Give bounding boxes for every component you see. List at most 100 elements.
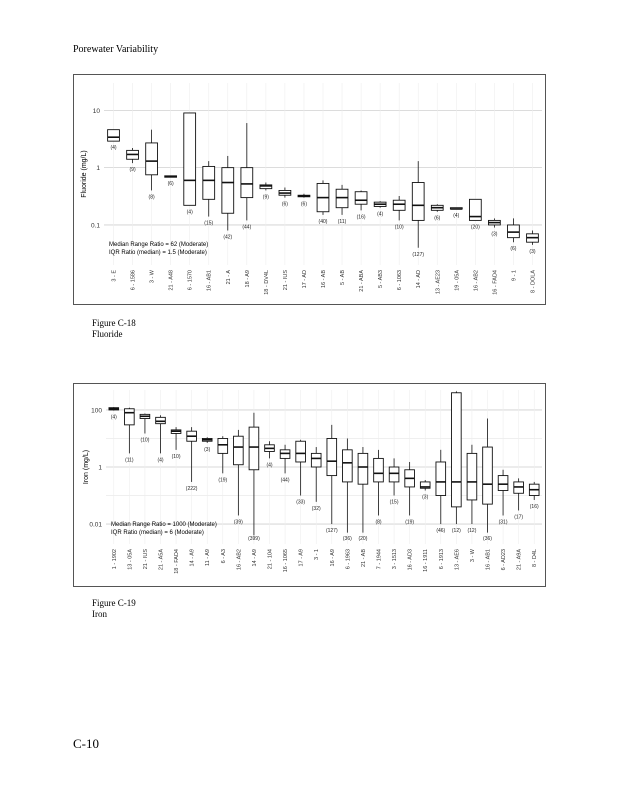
x-tick-label: 11 - A9 [205,549,211,566]
y-tick-label: 10 [93,108,101,115]
box-iqr [388,466,400,483]
box-iqr [482,446,493,505]
sample-count-label: (33) [296,500,305,506]
x-tick-label: 21 - AB [361,549,367,567]
sample-count-label: (8) [375,519,381,525]
sample-count-label: (6) [168,181,174,187]
sample-count-label: (6) [301,202,307,208]
sample-count-label: (16) [530,504,539,510]
x-tick-label: 21 - IUS [283,270,289,291]
y-tick-label: 0.1 [91,222,100,229]
x-tick-label: 3 - 1513 [392,549,398,569]
x-tick-label: 13 - 05A [127,549,133,570]
y-tick-label: 1 [96,165,100,172]
box-15 [326,424,338,525]
box-15 [373,201,387,208]
x-tick-label: 16 - AD3 [408,549,414,570]
box-iqr [183,112,197,206]
sample-count-label: (3) [491,232,497,238]
y-tick-label: 0.01 [89,522,102,529]
sample-count-label: (32) [312,506,321,512]
x-tick-label: 6 - A3 [221,549,227,563]
sample-count-label: (222) [186,486,198,492]
x-tick-label: 21 - IUS [143,549,149,570]
x-tick-label: 8 - DOLA [530,270,536,293]
iqr-ratio-note: IQR Ratio (median) = 1.5 (Moderate) [109,250,207,256]
box-iqr [497,475,509,491]
figure-label: Figure C-18 [92,318,136,328]
x-tick-label: 14 - A9 [190,549,196,566]
x-tick-label: 16 - AB1 [486,549,492,570]
box-20 [404,461,415,516]
x-tick-label: 13 - AE6 [454,549,460,570]
sample-count-label: (20) [358,536,367,542]
box-iqr [217,438,229,454]
x-tick-label: 16 - FAD4 [492,270,498,295]
x-tick-label: 18 - FAD4 [174,549,180,574]
y-axis-label: Iron (mg/L) [83,450,90,484]
sample-count-label: (12) [452,528,461,534]
box-6 [202,161,216,217]
x-tick-label: 3 - W [470,548,476,562]
y-axis-label: Fluoride (mg/L) [81,150,88,197]
x-tick-label: 16 - A9 [330,549,336,566]
figure-label: Figure C-19 [92,598,136,608]
box-iqr [373,457,384,483]
sample-count-label: (19) [405,519,414,525]
x-tick-label: 7 - 1944 [377,549,383,569]
sample-count-label: (8) [149,194,155,200]
sample-count-label: (4) [157,457,163,463]
sample-count-label: (20) [471,224,480,230]
x-tick-label: 21 - A48 [169,270,175,291]
sample-count-label: (17) [514,514,523,520]
box-12 [316,180,330,215]
box-iqr [295,440,306,463]
x-tick-label: 13 - AE23 [435,270,441,294]
sample-count-label: (46) [436,528,445,534]
sample-count-label: (39) [234,519,243,525]
x-tick-label: 14 - A9 [252,549,258,566]
x-tick-label: 6 - 1570 [188,270,194,290]
box-12 [279,444,291,474]
box-iqr [326,438,338,477]
box-10 [248,412,260,536]
box-18 [373,449,384,516]
x-tick-label: 21 - A5A [159,549,165,570]
box-iqr [468,198,482,221]
x-tick-label: 5 - AB3 [378,270,384,288]
box-23 [526,230,539,245]
x-tick-label: 18 - DV4L [264,270,270,295]
box-10 [278,187,292,198]
box-iqr [342,449,353,483]
x-tick-label: 21 - A9A [517,549,523,570]
box-4 [155,415,166,454]
box-2 [124,407,135,454]
sample-count-label: (6) [282,202,288,208]
box-19 [388,458,400,496]
sample-count-label: (12) [467,528,476,534]
sample-count-label: (4) [187,209,193,215]
iqr-ratio-note: IQR Ratio (median) = 6 (Moderate) [111,530,204,536]
sample-count-label: (9) [130,167,136,173]
sample-count-label: (10) [140,437,149,443]
box-1 [107,129,120,142]
box-3 [139,413,151,434]
sample-count-label: (6) [510,246,516,252]
x-tick-label: 16 - AB [321,270,327,288]
box-5 [183,112,197,206]
sample-count-label: (42) [223,235,232,241]
sample-count-label: (36) [483,536,492,542]
box-19 [449,207,463,210]
sample-count-label: (9) [263,194,269,200]
sample-count-label: (3) [529,249,535,255]
box-24 [466,444,478,525]
box-1 [108,407,120,411]
y-tick-label: 1 [98,465,102,472]
sample-count-label: (3) [204,447,210,453]
box-iqr [357,452,369,485]
x-tick-label: 3 - W [150,269,156,283]
x-tick-label: 16 - AB2 [473,270,479,291]
fluoride-chart-panel: 0.1 1 10 Fluoride (mg/L) (4) 3 - E (9) 6 - 1586… [73,74,546,305]
sample-count-label: (3) [422,495,428,501]
box-2 [126,148,139,164]
